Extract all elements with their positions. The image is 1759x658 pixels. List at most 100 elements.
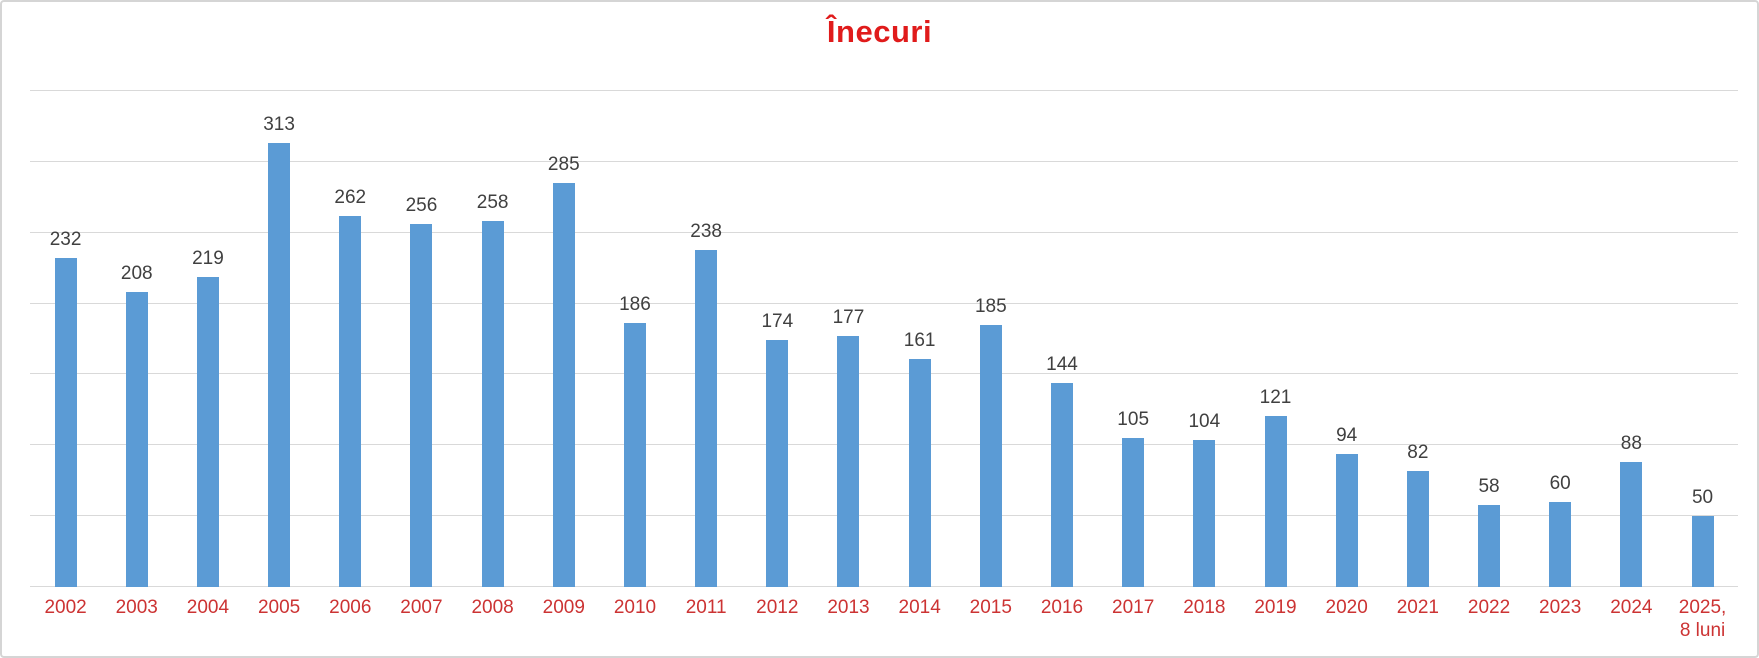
bar-group: 185 <box>955 91 1026 587</box>
plot-area: 232 208 219 313 262 256 258 285 186 238 174 177 161 1… <box>30 90 1738 587</box>
bar-value-label: 174 <box>761 311 794 332</box>
x-axis-tick-label: 2005 <box>257 597 301 618</box>
bar-group: 177 <box>813 91 884 587</box>
x-axis-tick-label: 2019 <box>1254 597 1297 618</box>
bar-value-label: 60 <box>1549 473 1571 494</box>
gridline <box>30 373 1738 375</box>
x-axis-line <box>30 586 1738 587</box>
x-axis-tick-label: 2004 <box>186 597 230 618</box>
x-axis-tick-label: 2020 <box>1325 597 1368 618</box>
bar-value-label: 121 <box>1259 387 1292 408</box>
bar <box>695 250 718 587</box>
bar <box>125 292 148 587</box>
x-axis-tick-label: 2016 <box>1040 597 1084 618</box>
bar-group: 313 <box>244 91 315 587</box>
bar-value-label: 208 <box>120 263 153 284</box>
bar-group: 256 <box>386 91 457 587</box>
bar <box>1478 505 1501 587</box>
bar-group: 186 <box>599 91 670 587</box>
bar-group: 50 <box>1667 91 1738 587</box>
bar <box>1620 462 1643 587</box>
bar <box>766 340 789 587</box>
bar <box>908 359 931 587</box>
bar-value-label: 285 <box>547 154 580 175</box>
bar-value-label: 105 <box>1117 409 1150 430</box>
bar <box>268 143 291 587</box>
bar <box>1050 383 1073 587</box>
bar-group: 174 <box>742 91 813 587</box>
x-axis-tick-label: 2024 <box>1610 597 1653 618</box>
bar <box>481 221 504 587</box>
x-axis-tick-label: 2018 <box>1183 597 1226 618</box>
x-axis-tick-label: 2008 <box>471 597 514 618</box>
bar-group: 285 <box>528 91 599 587</box>
bar-value-label: 258 <box>476 192 509 213</box>
bar-group: 82 <box>1382 91 1453 587</box>
x-axis-labels: 2002 2003 2004 2005 2006 2007 2008 2009 2010 2011… <box>30 596 1738 642</box>
bar-value-label: 82 <box>1407 442 1429 463</box>
bar-value-label: 144 <box>1046 354 1078 375</box>
x-axis-tick-label: 2007 <box>400 597 443 618</box>
bar <box>339 216 362 587</box>
bar <box>837 336 860 587</box>
bar <box>1549 502 1572 587</box>
bar-value-label: 238 <box>690 221 722 242</box>
bar <box>1193 440 1216 587</box>
bar-value-label: 185 <box>974 296 1007 317</box>
gridline <box>30 160 1738 162</box>
x-axis-tick-label: 2010 <box>613 597 657 618</box>
bar-group: 94 <box>1311 91 1382 587</box>
bar-group: 58 <box>1453 91 1524 587</box>
bar <box>1122 438 1145 587</box>
bar-series: 232 208 219 313 262 256 258 285 186 238 174 177 161 1… <box>30 91 1738 587</box>
x-axis-tick-label: 2003 <box>115 597 158 618</box>
gridline <box>30 515 1738 517</box>
bar-value-label: 88 <box>1620 433 1642 454</box>
gridline <box>30 90 1738 91</box>
bar-group: 144 <box>1026 91 1097 587</box>
bar <box>1335 454 1358 587</box>
bar-value-label: 262 <box>334 187 367 208</box>
bar-group: 208 <box>101 91 172 587</box>
bar-group: 219 <box>172 91 243 587</box>
x-axis-tick-label: 2009 <box>542 597 585 618</box>
bar-group: 238 <box>671 91 742 587</box>
bar-value-label: 161 <box>903 330 936 351</box>
x-axis-tick-label: 2025, 8 luni <box>1678 597 1727 641</box>
x-axis-tick-label: 2011 <box>685 597 727 618</box>
chart-title: Înecuri <box>826 14 933 49</box>
bar-value-label: 50 <box>1691 487 1714 508</box>
bar-group: 88 <box>1596 91 1667 587</box>
x-axis-tick-label: 2013 <box>827 597 870 618</box>
bar <box>979 325 1002 587</box>
bar-value-label: 186 <box>619 294 651 315</box>
bar-value-label: 58 <box>1478 476 1500 497</box>
x-axis-tick-label: 2023 <box>1539 597 1582 618</box>
x-axis-tick-label: 2015 <box>969 597 1012 618</box>
bar <box>1264 416 1287 587</box>
bar-value-label: 256 <box>405 195 438 216</box>
bar-value-label: 313 <box>263 114 295 135</box>
x-axis-tick-label: 2014 <box>898 597 941 618</box>
x-axis-tick-label: 2002 <box>44 597 87 618</box>
bar <box>1691 516 1714 587</box>
gridline <box>30 444 1738 446</box>
bar-group: 161 <box>884 91 955 587</box>
gridline <box>30 231 1738 233</box>
bar <box>552 183 575 587</box>
bar-value-label: 94 <box>1336 425 1358 446</box>
x-axis-tick-label: 2006 <box>329 597 372 618</box>
x-axis-tick-label: 2012 <box>756 597 799 618</box>
bar <box>410 224 433 587</box>
bar <box>54 258 77 587</box>
x-axis-tick-label: 2017 <box>1112 597 1155 618</box>
x-axis-tick-label: 2021 <box>1396 597 1439 618</box>
gridline <box>30 302 1738 304</box>
x-axis-tick-label: 2022 <box>1467 597 1511 618</box>
bar <box>1406 471 1429 587</box>
bar <box>196 277 219 587</box>
bar <box>623 323 646 587</box>
bar-value-label: 104 <box>1188 411 1221 432</box>
bar-group: 121 <box>1240 91 1311 587</box>
